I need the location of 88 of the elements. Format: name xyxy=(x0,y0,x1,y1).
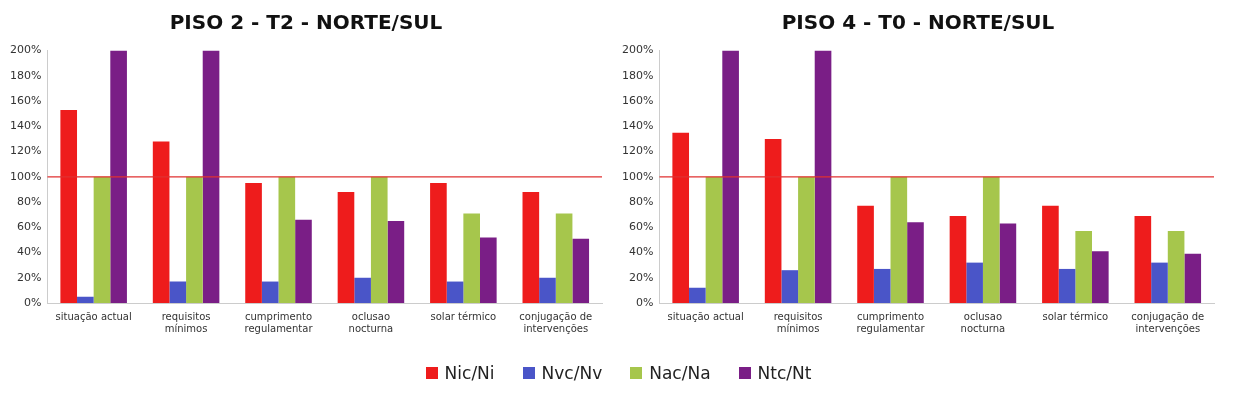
legend-label: Ntc/Nt xyxy=(757,363,812,383)
x-tick-label: solar térmico xyxy=(430,310,497,322)
x-tick-label: cumprimento regulamentar xyxy=(856,310,926,334)
y-tick-label: 120% xyxy=(621,144,654,158)
bar xyxy=(764,138,782,303)
bar xyxy=(798,176,815,303)
bar xyxy=(572,238,590,303)
bar xyxy=(370,176,388,303)
y-tick-label: 20% xyxy=(628,270,654,284)
y-tick-label: 60% xyxy=(628,220,654,234)
bar xyxy=(539,277,556,303)
x-tick-label: solar térmico xyxy=(1042,310,1109,322)
bar xyxy=(857,205,874,303)
bar xyxy=(169,281,187,303)
bar xyxy=(186,176,203,303)
y-tick-label: 100% xyxy=(9,169,42,183)
y-tick-label: 200% xyxy=(9,43,42,57)
bar xyxy=(522,191,540,303)
bar xyxy=(202,50,220,303)
y-tick-label: 180% xyxy=(621,68,654,82)
bar xyxy=(1042,205,1059,303)
y-tick-label: 80% xyxy=(628,194,654,208)
y-tick-label: 200% xyxy=(621,43,654,57)
bar xyxy=(890,176,908,303)
bar xyxy=(261,281,279,303)
bar xyxy=(60,109,78,303)
bar xyxy=(555,213,573,303)
y-tick-label: 120% xyxy=(9,144,42,158)
x-tick-label: cumprimento regulamentar xyxy=(244,310,314,334)
bar xyxy=(1092,251,1109,303)
bar xyxy=(387,220,405,303)
bar xyxy=(1167,231,1185,303)
bar xyxy=(430,183,447,303)
bar xyxy=(77,296,94,303)
bar xyxy=(672,132,690,303)
y-tick-label: 40% xyxy=(16,245,42,259)
bar xyxy=(1075,231,1092,303)
y-tick-label: 60% xyxy=(16,220,42,234)
bar xyxy=(295,219,312,303)
bar xyxy=(1151,262,1168,303)
y-tick-label: 20% xyxy=(16,270,42,284)
bar xyxy=(278,176,296,303)
y-tick-label: 180% xyxy=(9,68,42,82)
y-tick-label: 40% xyxy=(628,245,654,259)
bar xyxy=(463,213,480,303)
bar xyxy=(781,270,799,303)
chart-title: PISO 4 - T0 - NORTE/SUL xyxy=(780,9,1056,36)
bar xyxy=(705,176,723,303)
x-tick-label: situação actual xyxy=(667,310,744,322)
bar xyxy=(689,287,706,303)
bar xyxy=(949,215,967,303)
bar xyxy=(354,277,371,303)
y-tick-label: 140% xyxy=(9,119,42,133)
bar xyxy=(245,183,262,303)
x-tick-label: conjugação de intervenções xyxy=(519,310,593,334)
bar xyxy=(1184,253,1202,303)
bar xyxy=(814,50,832,303)
bar xyxy=(480,237,497,303)
bar xyxy=(110,50,127,303)
x-tick-label: requisitos mínimos xyxy=(773,310,823,334)
bar xyxy=(722,50,739,303)
bar xyxy=(446,281,464,303)
bar xyxy=(873,268,891,303)
bar xyxy=(337,191,355,303)
y-tick-label: 80% xyxy=(16,194,42,208)
x-tick-label: requisitos mínimos xyxy=(161,310,211,334)
y-tick-label: 160% xyxy=(9,93,42,107)
chart-title: PISO 2 - T2 - NORTE/SUL xyxy=(168,9,444,36)
x-tick-label: oclusao nocturna xyxy=(960,310,1006,334)
y-tick-label: 140% xyxy=(621,119,654,133)
bar xyxy=(93,176,111,303)
bar xyxy=(966,262,983,303)
x-tick-label: conjugação de intervenções xyxy=(1131,310,1205,334)
bar xyxy=(982,176,1000,303)
y-tick-label: 160% xyxy=(621,93,654,107)
bar xyxy=(1134,215,1152,303)
y-tick-label: 100% xyxy=(621,169,654,183)
x-tick-label: oclusao nocturna xyxy=(348,310,394,334)
legend-label: Nic/Ni xyxy=(444,363,495,383)
y-tick-label: 0% xyxy=(23,295,42,309)
bar xyxy=(152,141,170,303)
legend-label: Nac/Na xyxy=(649,363,711,383)
bar xyxy=(907,222,924,303)
x-tick-label: situação actual xyxy=(55,310,132,322)
bar xyxy=(999,223,1017,303)
y-tick-label: 0% xyxy=(635,295,654,309)
bar xyxy=(1058,268,1076,303)
legend-label: Nvc/Nv xyxy=(541,363,603,383)
